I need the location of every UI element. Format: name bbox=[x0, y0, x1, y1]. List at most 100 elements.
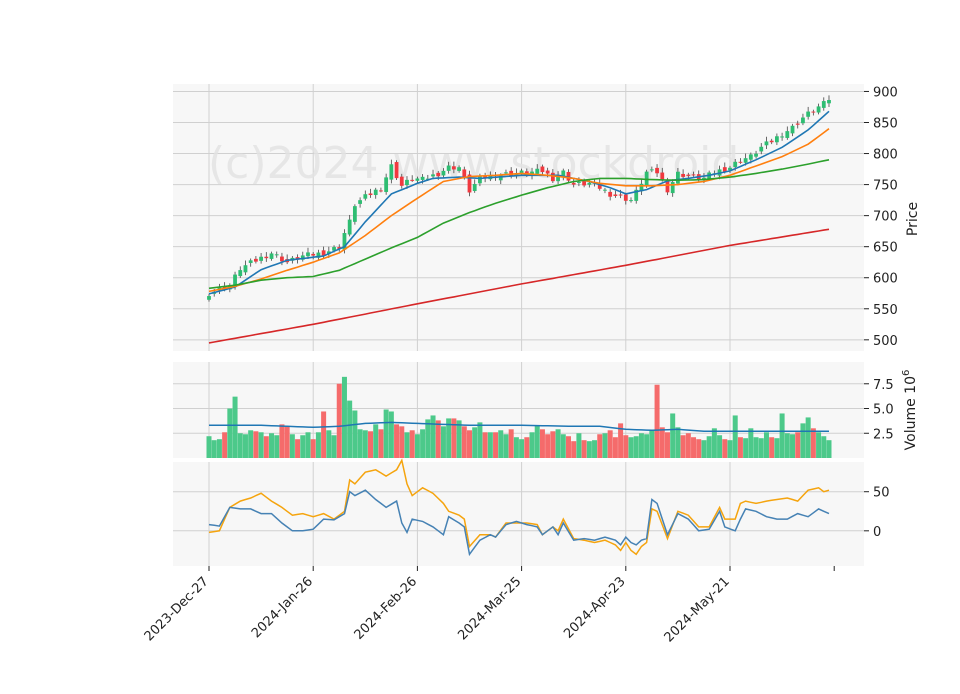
volume-bar bbox=[727, 440, 733, 458]
volume-bar bbox=[758, 438, 764, 458]
moving-average-line bbox=[208, 110, 830, 295]
volume-tick-label: 7.5 bbox=[873, 378, 894, 393]
candle-body bbox=[238, 270, 243, 277]
price-tick-label: 500 bbox=[873, 334, 898, 349]
candle-body bbox=[269, 253, 274, 259]
volume-bar bbox=[732, 415, 738, 458]
x-tick-label: 2024-Mar-25 bbox=[455, 574, 524, 643]
volume-bar bbox=[357, 429, 363, 458]
candle-body bbox=[681, 173, 686, 177]
candle-body bbox=[676, 171, 680, 184]
volume-bar bbox=[654, 384, 660, 458]
volume-bar bbox=[368, 431, 374, 458]
volume-bar bbox=[685, 433, 691, 458]
volume-bar bbox=[612, 437, 618, 458]
candle-body bbox=[311, 253, 316, 256]
volume-bar bbox=[550, 431, 556, 458]
oscillator-line bbox=[208, 458, 830, 556]
moving-averages bbox=[208, 110, 830, 344]
candle-body bbox=[457, 167, 461, 171]
candle-body bbox=[441, 170, 446, 176]
candle-body bbox=[306, 252, 310, 257]
candle-body bbox=[389, 164, 394, 180]
volume-bar bbox=[326, 430, 332, 458]
candle-body bbox=[342, 233, 347, 250]
volume-bar bbox=[347, 400, 353, 458]
volume-bar bbox=[602, 433, 608, 458]
volume-bar bbox=[508, 429, 514, 458]
candle-body bbox=[748, 154, 753, 160]
volume-tick-label: 5.0 bbox=[873, 403, 894, 418]
volume-bar bbox=[503, 434, 509, 458]
candle-body bbox=[790, 125, 795, 134]
volume-bar bbox=[472, 427, 478, 458]
price-tick-label: 800 bbox=[873, 148, 898, 163]
volume-bar bbox=[659, 427, 665, 458]
candle-body bbox=[566, 171, 571, 181]
candle-body bbox=[326, 251, 331, 255]
candle-body bbox=[827, 100, 831, 104]
price-tick-label: 900 bbox=[873, 85, 898, 100]
volume-bar bbox=[555, 429, 561, 458]
candle-body bbox=[451, 166, 456, 170]
volume-bar bbox=[331, 435, 337, 458]
volume-bar bbox=[821, 436, 827, 458]
candle-body bbox=[384, 177, 389, 192]
volume-bar bbox=[706, 436, 712, 458]
volume-bar bbox=[461, 426, 467, 458]
volume-bar bbox=[633, 436, 639, 458]
volume-bar bbox=[816, 432, 822, 458]
price-tick-label: 850 bbox=[873, 116, 898, 131]
volume-bar bbox=[664, 432, 670, 458]
candle-body bbox=[774, 136, 779, 143]
candle-body bbox=[811, 111, 816, 113]
candle-body bbox=[561, 170, 566, 177]
candle-body bbox=[649, 169, 654, 171]
oscillator-tick-label: 0 bbox=[873, 525, 881, 540]
volume-bar bbox=[263, 436, 269, 458]
volume-bar bbox=[482, 432, 488, 458]
price-tick-label: 700 bbox=[873, 210, 898, 225]
candle-body bbox=[379, 190, 383, 192]
candle-body bbox=[618, 194, 623, 196]
volume-bar bbox=[321, 411, 327, 458]
volume-bar bbox=[373, 424, 379, 458]
volume-bar bbox=[456, 420, 462, 458]
candle-body bbox=[498, 175, 503, 181]
volume-bar bbox=[644, 434, 650, 458]
volume-bar bbox=[362, 430, 368, 458]
candle-body bbox=[540, 166, 545, 173]
candle-body bbox=[337, 247, 342, 249]
candle-body bbox=[524, 171, 529, 175]
volume-bar bbox=[539, 429, 545, 458]
candle-body bbox=[207, 296, 211, 300]
candle-body bbox=[806, 111, 811, 117]
moving-average-line bbox=[208, 128, 830, 293]
price-panel-background bbox=[173, 84, 864, 351]
volume-bar bbox=[691, 437, 697, 458]
volume-bar bbox=[310, 439, 316, 458]
volume-bar bbox=[800, 423, 806, 458]
volume-bar bbox=[206, 436, 212, 458]
volume-bar bbox=[232, 396, 238, 458]
volume-bar bbox=[295, 439, 301, 458]
candle-body bbox=[597, 183, 602, 189]
volume-bar bbox=[680, 435, 686, 458]
volume-bar bbox=[623, 435, 629, 458]
candle-body bbox=[316, 252, 321, 258]
volume-bar bbox=[592, 440, 598, 458]
candle-body bbox=[368, 193, 373, 196]
volume-bar bbox=[743, 438, 749, 458]
volume-bar bbox=[711, 428, 717, 458]
oscillator-panel-background bbox=[173, 462, 864, 566]
volume-bar bbox=[425, 419, 431, 458]
candle-body bbox=[613, 194, 618, 197]
volume-bar bbox=[222, 432, 228, 458]
candle-body bbox=[780, 136, 784, 138]
candle-body bbox=[743, 158, 748, 163]
candle-body bbox=[483, 175, 488, 179]
volume-bar bbox=[790, 434, 796, 458]
candle-body bbox=[660, 172, 665, 180]
candle-body bbox=[478, 175, 482, 184]
